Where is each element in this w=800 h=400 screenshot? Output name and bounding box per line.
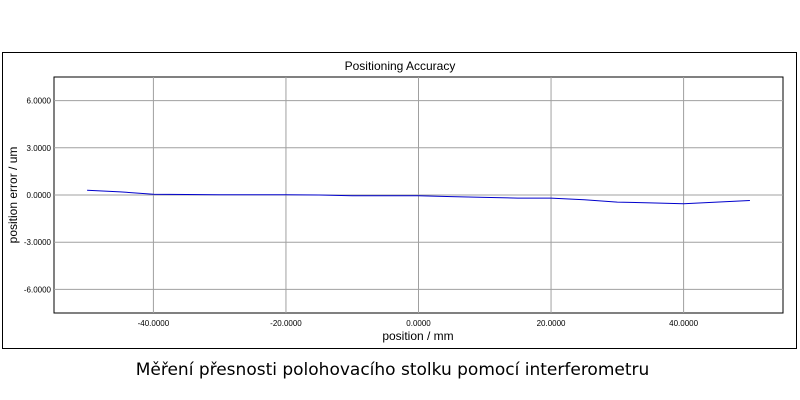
y-tick-label: -3.0000 [24,238,52,247]
y-tick-label: -6.0000 [24,285,52,294]
series-line-position-error [87,189,750,205]
x-tick-label: 20.0000 [537,319,566,328]
y-tick-label: 0.0000 [27,191,52,200]
x-axis-label: position / mm [382,329,453,343]
tick-labels: -40.0000 -20.0000 0.0000 20.0000 40.0000 6.00… [24,97,699,328]
y-tick-label: 6.0000 [27,97,52,106]
figure-caption: Měření přesnosti polohovacího stolku pom… [135,360,650,380]
x-tick-label: -20.0000 [270,319,302,328]
y-axis-label: position error / um [6,147,20,244]
x-tick-label: 0.0000 [406,319,431,328]
y-tick-label: 3.0000 [27,144,52,153]
x-tick-label: 40.0000 [669,319,698,328]
chart-title: Positioning Accuracy [345,59,456,73]
x-tick-label: -40.0000 [138,319,170,328]
